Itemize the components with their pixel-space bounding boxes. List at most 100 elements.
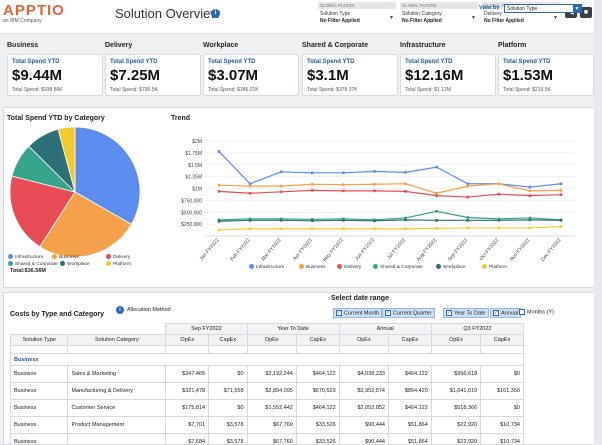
kpi-card[interactable]: Total Spend YTD $12.16M Total Spend: $1.…	[400, 54, 496, 96]
col-header[interactable]: OpEx	[165, 334, 210, 346]
data-point[interactable]	[404, 190, 407, 193]
data-point[interactable]	[466, 219, 470, 222]
series-line-infrastructure[interactable]	[218, 151, 562, 188]
column-filter[interactable]	[480, 345, 524, 354]
trend-legend-item[interactable]: Platform	[482, 264, 507, 270]
series-line-delivery[interactable]	[218, 189, 562, 198]
data-point[interactable]	[373, 189, 376, 193]
column-filter[interactable]	[246, 345, 297, 354]
data-point[interactable]	[342, 217, 345, 221]
data-point[interactable]	[279, 227, 283, 231]
data-point[interactable]	[559, 193, 563, 196]
info-icon[interactable]: i	[211, 9, 220, 18]
table-row[interactable]: Business Sales & Marketing $347,465 $0 $3,19…	[9, 365, 524, 383]
column-filter[interactable]	[165, 345, 210, 354]
column-filter[interactable]	[430, 345, 482, 354]
data-point[interactable]	[217, 219, 221, 223]
kpi-card[interactable]: Total Spend YTD $3.1M Total Spend: $378.…	[302, 54, 398, 96]
data-point[interactable]	[404, 182, 407, 186]
data-point[interactable]	[466, 182, 470, 186]
series-line-platform[interactable]	[218, 225, 562, 231]
kpi-card[interactable]: Total Spend YTD $3.07M Total Spend: $345…	[203, 54, 299, 96]
data-point[interactable]	[466, 184, 470, 188]
date-option-checkbox[interactable]: ✓ Current Month	[333, 308, 383, 319]
data-point[interactable]	[404, 218, 407, 222]
data-point[interactable]	[248, 227, 252, 231]
pie-slice-platform[interactable]	[57, 126, 76, 193]
vertical-scrollbar[interactable]	[594, 0, 602, 445]
data-point[interactable]	[248, 219, 252, 222]
column-filter[interactable]	[208, 345, 248, 354]
data-point[interactable]	[217, 150, 221, 153]
data-point[interactable]	[435, 210, 438, 213]
data-point[interactable]	[279, 219, 283, 222]
data-point[interactable]	[248, 191, 252, 195]
filter-solution-category[interactable]: GLOBAL FILTERS Solution Category No Filt…	[400, 2, 478, 24]
col-header[interactable]: CapEx	[295, 334, 340, 346]
data-point[interactable]	[497, 182, 501, 186]
data-point[interactable]	[373, 182, 376, 186]
data-point[interactable]	[310, 227, 314, 231]
series-line-business[interactable]	[218, 183, 562, 194]
date-option-checkbox[interactable]: ✓ Annual	[490, 308, 522, 319]
column-filter[interactable]	[9, 345, 69, 354]
data-point[interactable]	[310, 171, 314, 175]
data-point[interactable]	[279, 184, 283, 188]
stop-button[interactable]: ■	[580, 7, 592, 18]
date-option-checkbox[interactable]: ✓ Year To Date	[443, 308, 489, 319]
data-point[interactable]	[342, 189, 345, 193]
data-point[interactable]	[342, 227, 345, 231]
data-point[interactable]	[342, 183, 345, 186]
data-point[interactable]	[310, 189, 314, 192]
pie-legend-item[interactable]: Shared & Corporate	[8, 261, 58, 267]
data-point[interactable]	[342, 171, 345, 175]
data-point[interactable]	[559, 189, 563, 192]
trend-legend-item[interactable]: Shared & Corporate	[373, 264, 423, 270]
kpi-card[interactable]: Total Spend YTD $9.44M Total Spend: $938…	[7, 54, 103, 96]
data-point[interactable]	[435, 194, 438, 197]
data-point[interactable]	[248, 184, 252, 188]
trend-legend-item[interactable]: Workplace	[436, 264, 466, 270]
data-point[interactable]	[497, 219, 501, 222]
col-header[interactable]: OpEx	[430, 334, 482, 346]
apptio-logo[interactable]: APPTIO an IBM Company	[3, 2, 85, 26]
data-point[interactable]	[528, 185, 532, 189]
data-point[interactable]	[248, 217, 252, 221]
data-point[interactable]	[342, 219, 345, 222]
col-header[interactable]: CapEx	[388, 334, 432, 346]
data-point[interactable]	[404, 227, 407, 231]
allocation-method[interactable]: i Allocation Method	[116, 306, 171, 314]
data-point[interactable]	[435, 219, 438, 222]
table-row[interactable]: Business Manufacturing & Delivery $321,478…	[9, 382, 524, 400]
column-filter[interactable]	[338, 345, 390, 354]
data-point[interactable]	[497, 226, 501, 230]
data-point[interactable]	[559, 225, 563, 228]
data-point[interactable]	[217, 190, 221, 193]
pie-slice-delivery[interactable]	[9, 175, 76, 248]
kpi-card[interactable]: Total Spend YTD $1.53M Total Spend: $219…	[498, 54, 594, 96]
data-point[interactable]	[279, 170, 283, 174]
data-point[interactable]	[497, 192, 501, 196]
series-line-shared-corporate[interactable]	[218, 210, 562, 221]
data-point[interactable]	[528, 218, 532, 222]
pie-slice-infrastructure[interactable]	[74, 126, 141, 225]
data-point[interactable]	[279, 190, 283, 194]
data-point[interactable]	[435, 191, 438, 195]
table-row[interactable]: Business $7,684 $3,578 $67,760 $33,526 $90,44…	[9, 433, 524, 445]
data-point[interactable]	[559, 219, 563, 222]
col-header[interactable]: CapEx	[480, 334, 524, 346]
trend-legend-item[interactable]: Infrastructure	[249, 264, 284, 270]
col-header[interactable]: CapEx	[208, 334, 248, 346]
table-row[interactable]: Business Product Management $7,701 $3,578 $6…	[9, 416, 524, 434]
pie-legend-item[interactable]: Delivery	[106, 254, 130, 260]
data-point[interactable]	[497, 217, 501, 221]
data-point[interactable]	[528, 189, 532, 193]
data-point[interactable]	[310, 219, 314, 223]
data-point[interactable]	[404, 171, 407, 174]
date-option-checkbox[interactable]: Months (Y)	[517, 308, 556, 316]
pie-legend-item[interactable]: Infrastructure	[8, 254, 43, 260]
data-point[interactable]	[248, 182, 252, 186]
data-point[interactable]	[528, 216, 532, 220]
data-point[interactable]	[559, 182, 563, 186]
data-point[interactable]	[279, 217, 283, 221]
